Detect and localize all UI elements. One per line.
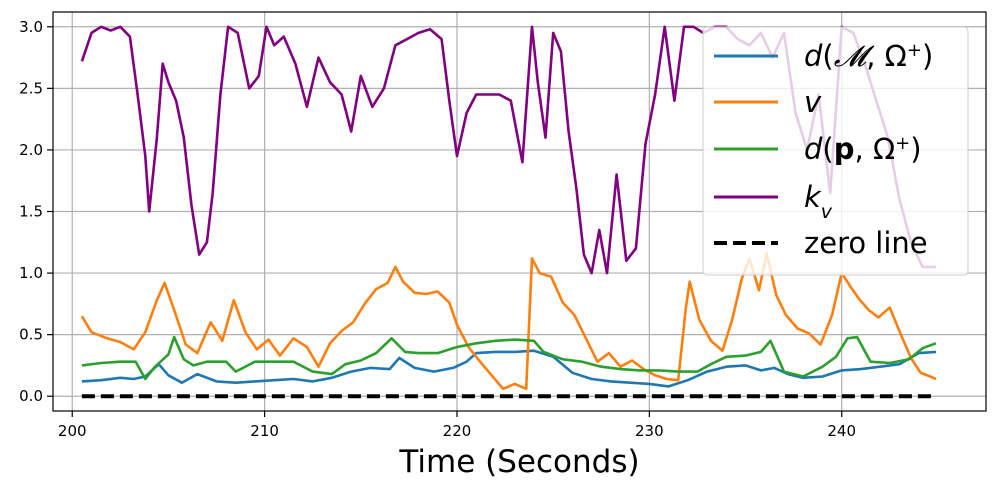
legend-box bbox=[702, 26, 969, 276]
y-tick-label: 0.0 bbox=[19, 387, 43, 405]
y-tick-label: 3.0 bbox=[19, 18, 43, 36]
legend-label-zero-line: zero line bbox=[804, 226, 928, 260]
x-tick-label: 220 bbox=[443, 422, 472, 440]
legend-label-d-p-omega: d(p, Ω+) bbox=[804, 132, 922, 166]
series-line-d-p-omega bbox=[81, 335, 937, 381]
axis-ticks: 200 210 220 230 240 0.0 0.5 1.0 1.5 2.0 2.5 3.0 bbox=[19, 18, 856, 440]
series-line-v bbox=[80, 252, 937, 391]
y-tick-label: 2.0 bbox=[19, 141, 43, 159]
plot-lines bbox=[80, 25, 937, 399]
x-tick-label: 210 bbox=[250, 422, 279, 440]
y-tick-label: 0.5 bbox=[19, 326, 43, 344]
series-line-d-m-omega bbox=[81, 349, 937, 388]
x-tick-label: 230 bbox=[635, 422, 664, 440]
legend-label-k-v: kv bbox=[804, 180, 833, 223]
x-axis-title: Time (Seconds) bbox=[398, 444, 639, 480]
legend-label-d-m-omega: d(𝓜, Ω+) bbox=[804, 39, 933, 73]
x-tick-label: 240 bbox=[827, 422, 856, 440]
x-tick-label: 200 bbox=[58, 422, 87, 440]
legend: d(𝓜, Ω+) v d(p, Ω+) kv zero line bbox=[702, 26, 969, 276]
legend-label-v: v bbox=[804, 85, 822, 119]
y-tick-label: 1.0 bbox=[19, 264, 43, 282]
y-tick-label: 1.5 bbox=[19, 203, 43, 221]
y-tick-label: 2.5 bbox=[19, 79, 43, 97]
